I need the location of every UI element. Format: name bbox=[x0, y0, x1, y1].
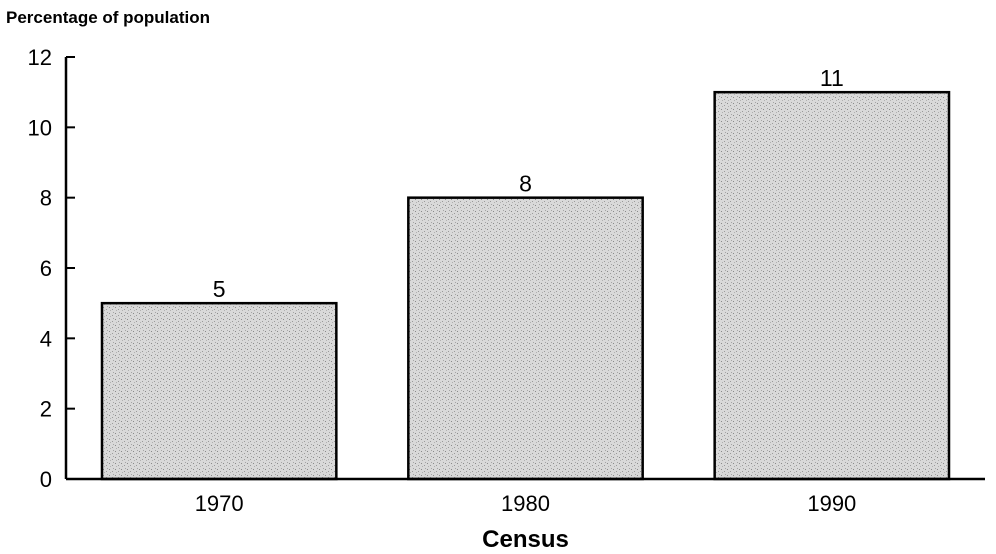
x-tick-label-1970: 1970 bbox=[195, 491, 244, 516]
bars: 5 8 11 bbox=[100, 65, 951, 481]
bar-1990 bbox=[713, 90, 951, 481]
y-tick-label: 2 bbox=[40, 397, 52, 422]
y-tick-label: 8 bbox=[40, 186, 52, 211]
bar-1980 bbox=[407, 196, 644, 481]
data-label-1970: 5 bbox=[213, 276, 226, 302]
y-tick-label: 12 bbox=[28, 45, 52, 70]
y-tick-label: 0 bbox=[40, 467, 52, 492]
y-axis: 0 2 4 6 8 10 12 bbox=[28, 45, 75, 492]
data-label-1980: 8 bbox=[519, 171, 532, 197]
y-tick-label: 4 bbox=[40, 326, 52, 351]
y-tick-label: 10 bbox=[28, 115, 52, 140]
y-axis-title: Percentage of population bbox=[6, 8, 211, 27]
bar-1970 bbox=[100, 301, 338, 481]
x-tick-label-1980: 1980 bbox=[501, 491, 550, 516]
x-tick-label-1990: 1990 bbox=[807, 491, 856, 516]
x-axis-title: Census bbox=[482, 526, 569, 553]
y-tick-label: 6 bbox=[40, 256, 52, 281]
data-label-1990: 11 bbox=[820, 65, 844, 91]
x-axis: 1970 1980 1990 bbox=[66, 477, 985, 516]
